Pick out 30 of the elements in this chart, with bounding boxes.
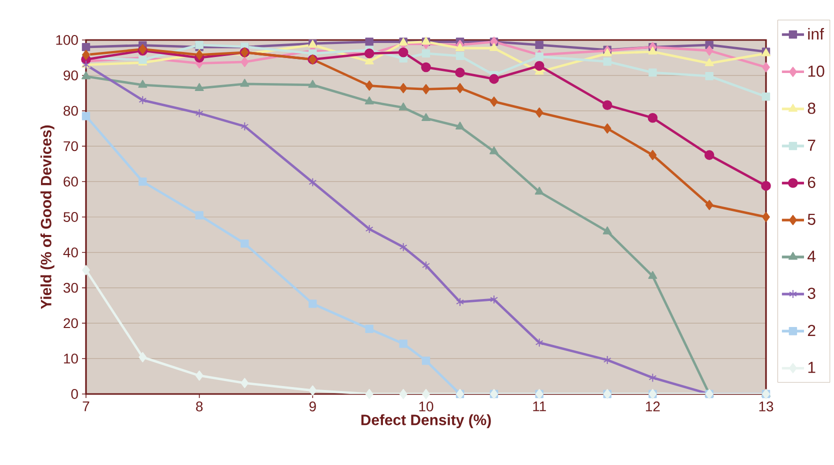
- y-tick-label: 20: [64, 318, 78, 328]
- x-tick-label: 12: [646, 402, 660, 412]
- legend-label: 5: [808, 214, 816, 225]
- y-tick-label: 100: [56, 35, 78, 45]
- x-tick-label: 9: [309, 402, 316, 412]
- legend-label: 1: [808, 362, 816, 373]
- legend-label: 8: [808, 102, 816, 114]
- y-tick-label: 40: [63, 247, 78, 258]
- legend-label: 3: [808, 288, 816, 299]
- x-tick-label: 13: [759, 402, 774, 412]
- y-tick-label: 90: [64, 70, 78, 80]
- y-axis-title: Yield (% of Good Devices): [40, 125, 54, 310]
- y-tick-label: 50: [64, 212, 78, 222]
- y-tick-label: 0: [71, 389, 78, 399]
- legend-label: 4: [808, 250, 816, 262]
- legend-label: 6: [808, 176, 816, 188]
- y-tick-label: 30: [63, 282, 78, 293]
- x-axis-title: Defect Density (%): [361, 414, 491, 428]
- y-tick-label: 70: [64, 141, 78, 152]
- legend-label: 7: [808, 140, 816, 151]
- x-tick-label: 10: [419, 402, 434, 412]
- y-tick-label: 10: [64, 354, 78, 364]
- y-tick-label: 80: [64, 106, 78, 116]
- legend-label: inf: [808, 28, 824, 40]
- x-tick-label: 11: [533, 402, 546, 412]
- legend-label: 10: [808, 66, 824, 77]
- x-tick-label: 7: [82, 402, 90, 412]
- x-tick-label: 8: [196, 402, 203, 412]
- legend-label: 2: [808, 324, 816, 336]
- y-tick-label: 60: [64, 176, 78, 187]
